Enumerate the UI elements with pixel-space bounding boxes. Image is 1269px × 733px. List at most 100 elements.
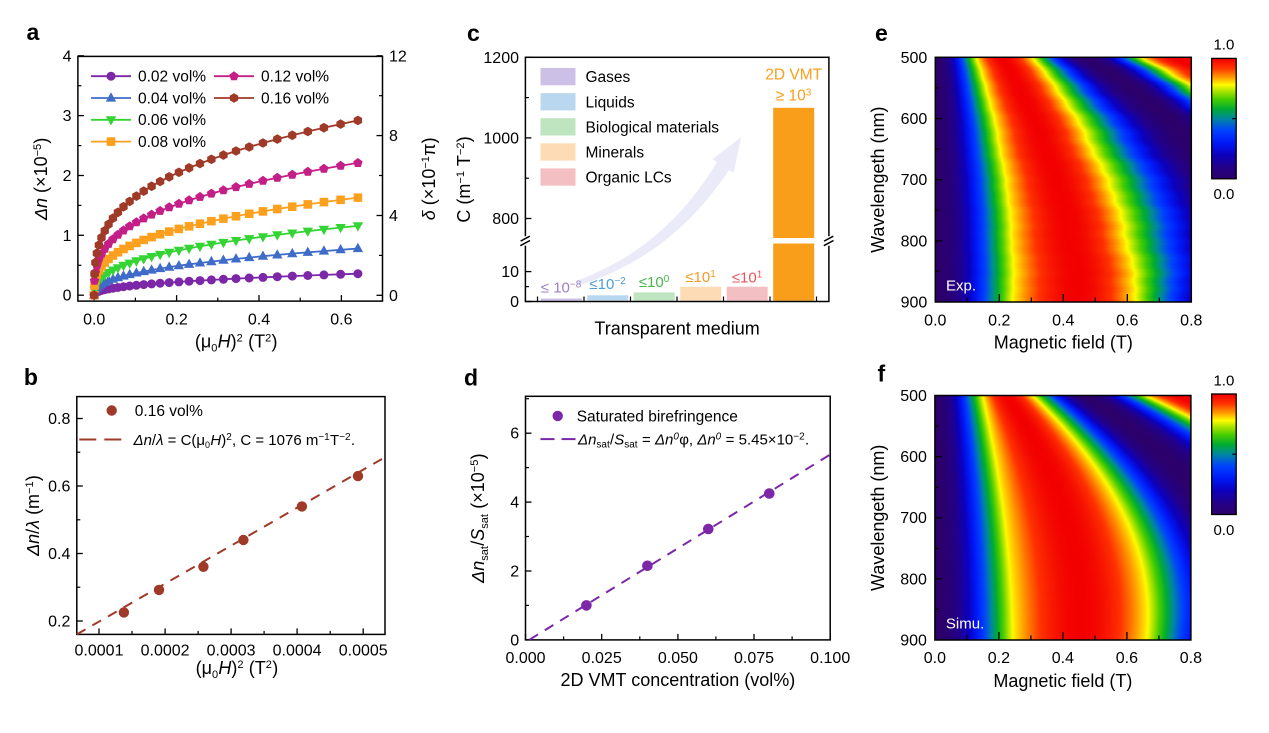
svg-text:2: 2: [510, 564, 519, 581]
svg-text:0.12 vol%: 0.12 vol%: [261, 69, 329, 86]
svg-text:10: 10: [501, 264, 519, 281]
svg-text:0.0: 0.0: [924, 650, 946, 667]
svg-text:d: d: [464, 365, 478, 391]
svg-text:Wavelengeth (nm): Wavelengeth (nm): [868, 107, 888, 253]
svg-text:4: 4: [510, 495, 519, 512]
svg-text:1200: 1200: [483, 50, 519, 67]
svg-text:800: 800: [901, 233, 928, 250]
svg-text:0.8: 0.8: [48, 411, 70, 428]
svg-text:0.6: 0.6: [1116, 312, 1138, 329]
svg-text:≤ 10−8: ≤ 10−8: [541, 280, 582, 297]
svg-text:Liquids: Liquids: [586, 94, 635, 111]
svg-text:Exp.: Exp.: [946, 278, 976, 295]
svg-text:e: e: [875, 20, 888, 46]
svg-text:Minerals: Minerals: [586, 145, 645, 162]
svg-text:0.2: 0.2: [48, 614, 70, 631]
svg-text:0.0001: 0.0001: [75, 642, 124, 659]
svg-text:(μ0 H)2 (T2 ): (μ0 H)2 (T2 ): [195, 332, 278, 355]
svg-text:b: b: [24, 364, 38, 390]
svg-text:Magnetic field (T): Magnetic field (T): [993, 671, 1132, 691]
svg-text:0.6: 0.6: [48, 479, 70, 496]
svg-text:Δn (×10−5 ): Δn (×10−5 ): [31, 138, 51, 221]
svg-text:Magnetic field (T): Magnetic field (T): [994, 333, 1133, 353]
svg-text:4: 4: [63, 48, 72, 65]
svg-text:6: 6: [510, 426, 519, 443]
svg-text:4: 4: [389, 208, 398, 225]
svg-text:0.4: 0.4: [48, 546, 70, 563]
svg-text:0.08 vol%: 0.08 vol%: [138, 134, 206, 151]
svg-text:Δnsat /Ssat (×10−5 ): Δnsat /Ssat (×10−5 ): [468, 453, 491, 583]
svg-text:0.2: 0.2: [165, 312, 187, 329]
svg-text:0.16 vol%: 0.16 vol%: [135, 403, 203, 420]
svg-text:0.075: 0.075: [734, 650, 774, 667]
svg-text:≤101: ≤101: [732, 270, 763, 287]
svg-text:0.0004: 0.0004: [273, 642, 322, 659]
svg-text:0.2: 0.2: [988, 650, 1010, 667]
svg-text:0: 0: [63, 288, 72, 305]
svg-text:12: 12: [389, 48, 407, 65]
svg-text:≤100: ≤100: [639, 274, 670, 291]
svg-text:3: 3: [63, 108, 72, 125]
svg-text:Simu.: Simu.: [946, 616, 984, 633]
svg-text:0.02 vol%: 0.02 vol%: [138, 69, 206, 86]
svg-text:800: 800: [900, 571, 927, 588]
svg-text:0.8: 0.8: [1180, 312, 1202, 329]
svg-text:0.025: 0.025: [582, 650, 622, 667]
svg-text:Transparent medium: Transparent medium: [594, 319, 759, 339]
svg-text:900: 900: [900, 633, 927, 650]
svg-text:0.000: 0.000: [505, 650, 545, 667]
svg-text:c: c: [467, 20, 480, 46]
svg-text:0.0: 0.0: [83, 312, 105, 329]
svg-text:0.0: 0.0: [1213, 522, 1234, 539]
svg-text:0.0002: 0.0002: [141, 642, 190, 659]
svg-text:0.6: 0.6: [330, 312, 352, 329]
svg-text:1000: 1000: [483, 130, 519, 147]
svg-text:1: 1: [63, 228, 72, 245]
svg-text:700: 700: [900, 510, 927, 527]
svg-text:600: 600: [901, 111, 928, 128]
svg-text:0: 0: [389, 288, 398, 305]
svg-text:700: 700: [901, 172, 928, 189]
svg-text:500: 500: [900, 388, 927, 405]
svg-text:0.4: 0.4: [1052, 650, 1074, 667]
svg-text:2: 2: [63, 168, 72, 185]
svg-text:0: 0: [510, 632, 519, 649]
svg-text:≥ 103: ≥ 103: [776, 88, 812, 105]
svg-text:500: 500: [901, 50, 928, 67]
svg-text:0.4: 0.4: [1052, 312, 1074, 329]
svg-text:600: 600: [900, 449, 927, 466]
svg-text:0.100: 0.100: [810, 650, 850, 667]
svg-text:C (m−1 T−2 ): C (m−1 T−2 ): [454, 136, 474, 222]
svg-text:2D VMT: 2D VMT: [765, 67, 822, 84]
svg-text:0.0: 0.0: [924, 312, 946, 329]
svg-text:0.0: 0.0: [1213, 186, 1234, 203]
svg-text:0.8: 0.8: [1180, 650, 1202, 667]
svg-text:δ (×10−1 π): δ (×10−1 π): [419, 137, 439, 220]
svg-text:Gases: Gases: [586, 69, 631, 86]
svg-text:2D VMT concentration (vol%): 2D VMT concentration (vol%): [561, 670, 796, 690]
svg-text:Δn/λ (m−1 ): Δn/λ (m−1 ): [23, 475, 43, 557]
svg-text:0.2: 0.2: [988, 312, 1010, 329]
svg-text:Biological materials: Biological materials: [586, 119, 720, 136]
svg-text:1.0: 1.0: [1213, 373, 1234, 390]
svg-text:≤101: ≤101: [685, 269, 716, 286]
svg-text:Saturated birefringence: Saturated birefringence: [577, 408, 738, 425]
svg-text:≤10−2: ≤10−2: [589, 276, 626, 293]
svg-text:0.0005: 0.0005: [339, 642, 388, 659]
svg-text:800: 800: [492, 211, 519, 228]
svg-text:a: a: [27, 19, 40, 45]
svg-text:Organic LCs: Organic LCs: [586, 170, 672, 187]
svg-text:0.050: 0.050: [658, 650, 698, 667]
svg-text:0.6: 0.6: [1116, 650, 1138, 667]
svg-text:0: 0: [510, 294, 519, 311]
svg-text:0.4: 0.4: [248, 312, 270, 329]
svg-text:0.06 vol%: 0.06 vol%: [138, 112, 206, 129]
svg-text:0.0003: 0.0003: [207, 642, 256, 659]
svg-text:(μ0 H)2 (T2 ): (μ0 H)2 (T2 ): [196, 658, 279, 681]
svg-text:1.0: 1.0: [1213, 37, 1234, 54]
svg-text:Δn/λ = C(μ0 H)2 , C = 1076 m−1: Δn/λ = C(μ0 H)2 , C = 1076 m−1 T−2 .: [133, 432, 356, 450]
svg-text:Wavelengeth (nm): Wavelengeth (nm): [868, 445, 888, 591]
svg-text:f: f: [878, 361, 886, 387]
svg-text:900: 900: [901, 295, 928, 312]
svg-text:Δnsat /Ssat = Δn0 φ, Δn0 = 5: Δnsat /Ssat = Δn0 φ, Δn0 = 5.45×10−2 .: [577, 432, 809, 451]
